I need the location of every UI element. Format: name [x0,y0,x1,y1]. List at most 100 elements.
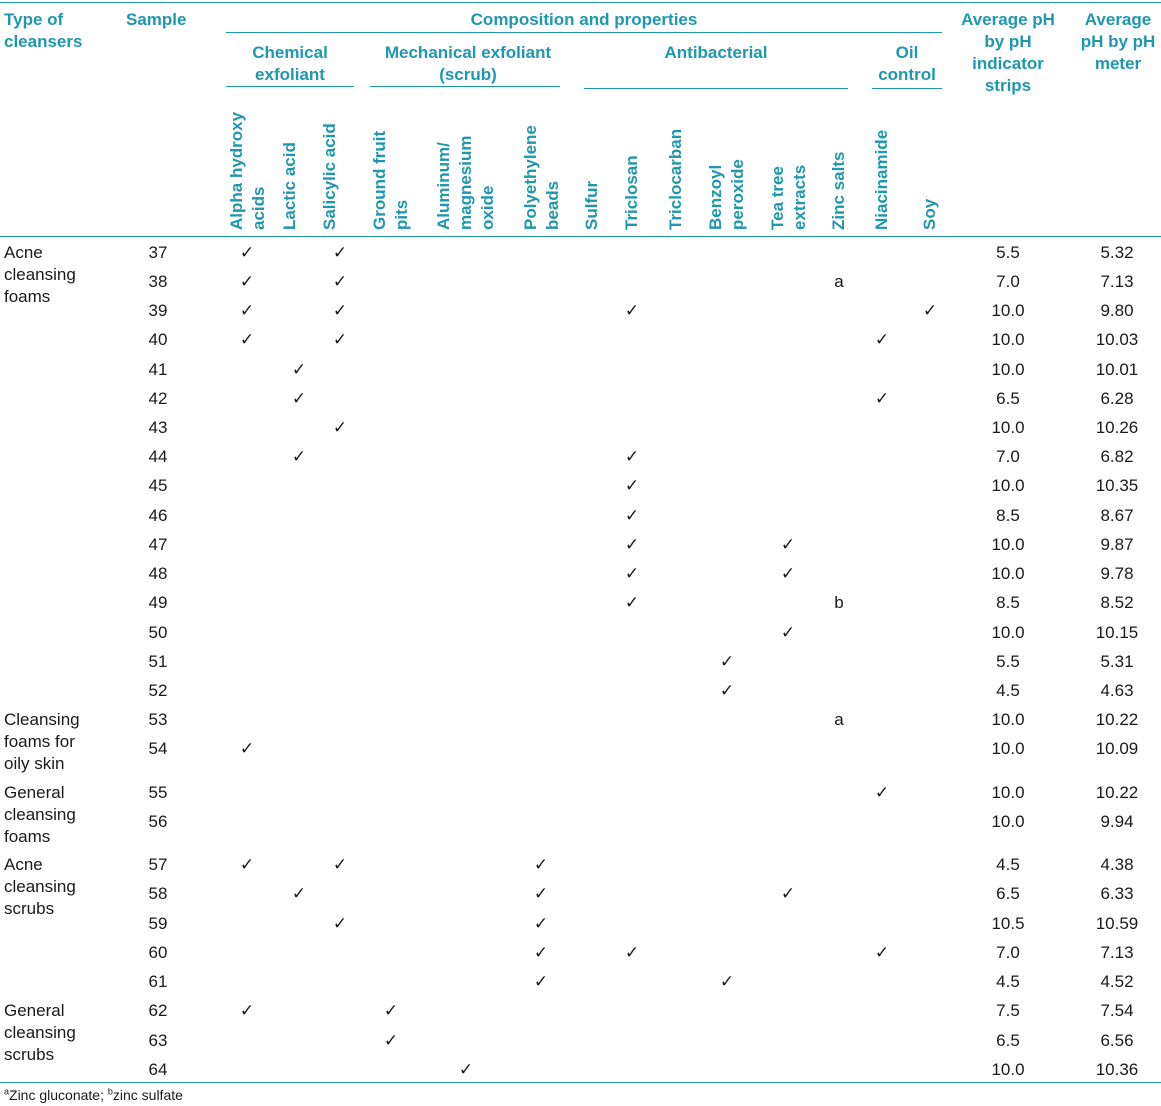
sample-id: 57 [148,855,168,874]
ph-meter-value: 10.15 [1095,623,1139,642]
ph-meter-value: 6.33 [1100,884,1134,903]
ingredient-header-6: Sulfur [581,96,603,230]
check-mark: ✓ [533,943,549,962]
ingredient-header-text: Sulfur [582,180,601,230]
ph-meter-value: 8.67 [1100,506,1134,525]
ph-strips-value: 6.5 [996,389,1020,408]
ph-strips-value: 10.5 [991,914,1025,933]
check-mark: ✓ [332,330,348,349]
ingredient-header-12: Niacinamide [871,96,893,230]
sample-id: 43 [148,418,168,437]
ph-strips-value: 10.0 [991,535,1025,554]
type-general-scrubs: General cleansing scrubs [4,1001,76,1064]
ph-meter-value: 10.22 [1095,710,1139,729]
ph-strips-value: 7.0 [996,447,1020,466]
sample-id: 39 [148,301,168,320]
type-acne-scrubs: Acne cleansing scrubs [4,855,76,918]
ingredient-header-text: Zinc salts [829,151,848,230]
header-bottom-rule [0,236,1161,237]
ph-meter-value: 9.80 [1100,301,1134,320]
type-general-foams: General cleansing foams [4,783,76,846]
sample-id: 60 [148,943,168,962]
ph-strips-value: 10.0 [991,710,1025,729]
oil-control-header: Oil control [878,43,936,84]
ingredient-header-13: Soy [919,96,941,230]
check-mark: ✓ [780,564,796,583]
sample-id: 62 [148,1001,168,1020]
ph-strips-value: 10.0 [991,783,1025,802]
check-mark: ✓ [332,272,348,291]
ingredient-header-11: Zinc salts [828,96,850,230]
ph-strips-value: 6.5 [996,884,1020,903]
composition-header: Composition and properties [470,10,698,29]
ph-strips-value: 7.5 [996,1001,1020,1020]
ph-strips-value: 10.0 [991,623,1025,642]
sample-column-header: Sample [126,10,187,29]
ph-strips-value: 4.5 [996,855,1020,874]
check-mark: ✓ [383,1031,399,1050]
chemical-exfoliant-header: Chemical exfoliant [252,43,328,84]
chemical-group-rule [226,86,354,87]
check-mark: ✓ [239,301,255,320]
ingredient-header-text: Alpha hydroxy acids [227,111,268,230]
ph-meter-value: 10.03 [1095,330,1139,349]
top-rule [0,2,1161,3]
ph-strips-value: 10.0 [991,476,1025,495]
check-mark: ✓ [922,301,938,320]
ingredient-header-text: Lactic acid [280,142,299,230]
ph-strips-value: 6.5 [996,1031,1020,1050]
check-mark: ✓ [239,1001,255,1020]
ingredient-header-2: Salicylic acid [319,96,341,230]
check-mark: ✓ [533,884,549,903]
ph-meter-value: 4.63 [1100,681,1134,700]
sample-id: 64 [148,1060,168,1079]
check-mark: ✓ [624,593,640,612]
ph-strips-value: 10.0 [991,1060,1025,1079]
sample-id: 46 [148,506,168,525]
footnote-b-text: zinc sulfate [112,1087,183,1103]
bottom-rule [0,1082,1161,1083]
ph-meter-value: 8.52 [1100,593,1134,612]
sample-id: 58 [148,884,168,903]
ingredient-header-text: Aluminum/ magnesium oxide [434,135,497,230]
sample-id: 45 [148,476,168,495]
sample-id: 48 [148,564,168,583]
ingredient-header-7: Triclosan [621,96,643,230]
check-mark: ✓ [458,1060,474,1079]
footnote-a-text: Zinc gluconate; [9,1087,108,1103]
ingredient-header-text: Benzoyl peroxide [706,159,747,230]
check-mark: ✓ [874,783,890,802]
sample-id: 42 [148,389,168,408]
ph-meter-value: 6.56 [1100,1031,1134,1050]
ingredient-header-text: Tea tree extracts [768,164,809,230]
ph-strips-value: 10.0 [991,330,1025,349]
type-column-header: Type of cleansers [4,10,83,51]
composition-rule [226,32,942,33]
ph-meter-value: 6.28 [1100,389,1134,408]
sample-id: 55 [148,783,168,802]
ph-strips-value: 7.0 [996,272,1020,291]
ingredient-header-text: Salicylic acid [320,123,339,230]
ingredient-header-text: Ground fruit pits [370,130,411,230]
check-mark: ✓ [874,330,890,349]
check-mark: ✓ [533,972,549,991]
sample-id: 54 [148,739,168,758]
ph-meter-value: 7.13 [1100,943,1134,962]
sample-id: 53 [148,710,168,729]
sample-id: 44 [148,447,168,466]
ph-meter-value: 9.78 [1100,564,1134,583]
ph-strips-value: 10.0 [991,739,1025,758]
sample-id: 59 [148,914,168,933]
check-mark: ✓ [624,535,640,554]
ph-strips-value: 10.0 [991,360,1025,379]
type-oily-skin-foams: Cleansing foams for oily skin [4,710,80,773]
type-acne-foams: Acne cleansing foams [4,243,76,306]
footnote-a-marker: a [4,1086,10,1097]
ph-meter-value: 10.01 [1095,360,1139,379]
ph-meter-value: 10.09 [1095,739,1139,758]
check-mark: ✓ [533,855,549,874]
footnote-mark: b [834,593,844,612]
mechanical-group-rule [370,86,560,87]
check-mark: ✓ [624,943,640,962]
check-mark: ✓ [624,447,640,466]
